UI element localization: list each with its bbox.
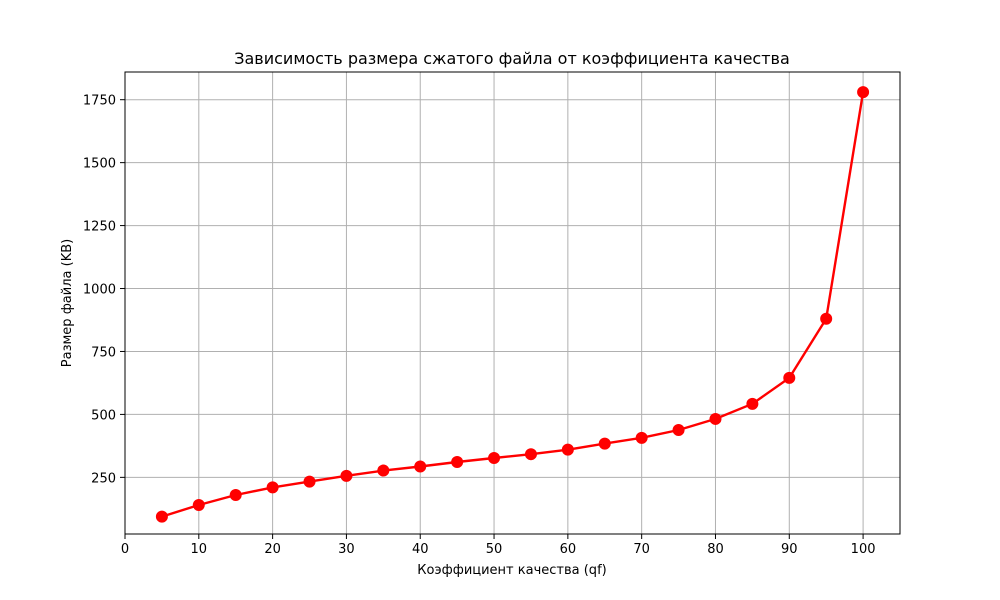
data-point xyxy=(672,424,685,437)
x-tick-label: 100 xyxy=(851,542,876,557)
data-point xyxy=(266,481,279,494)
y-axis-ticks: 250 500 750 1000 1250 1500 1750 xyxy=(83,94,125,486)
data-point xyxy=(303,475,316,488)
x-tick-label: 50 xyxy=(486,542,503,557)
data-point xyxy=(598,437,611,450)
y-tick-label: 1000 xyxy=(83,283,116,298)
series xyxy=(155,86,870,523)
y-tick-label: 750 xyxy=(91,345,116,360)
y-tick-label: 1250 xyxy=(83,220,116,235)
x-tick-label: 20 xyxy=(264,542,281,557)
series-line xyxy=(161,91,865,518)
y-tick-label: 250 xyxy=(91,471,116,486)
x-tick-label: 0 xyxy=(121,542,129,557)
data-point xyxy=(229,488,242,501)
data-point xyxy=(451,455,464,468)
x-tick-label: 30 xyxy=(338,542,355,557)
data-point xyxy=(746,397,759,410)
data-point xyxy=(340,469,353,482)
x-tick-label: 40 xyxy=(412,542,429,557)
x-tick-label: 80 xyxy=(707,542,724,557)
data-point xyxy=(783,371,796,384)
data-point xyxy=(820,312,833,325)
y-tick-label: 1750 xyxy=(83,94,116,109)
data-point xyxy=(155,510,168,523)
x-tick-label: 70 xyxy=(633,542,650,557)
x-tick-label: 10 xyxy=(191,542,208,557)
grid xyxy=(124,72,900,534)
plot-frame xyxy=(124,71,901,535)
chart-title: Зависимость размера сжатого файла от коэ… xyxy=(234,49,790,68)
data-point xyxy=(377,464,390,477)
x-axis-ticks: 0 10 20 30 40 50 60 70 80 90 100 xyxy=(121,534,876,557)
x-axis-label: Коэффициент качества (qf) xyxy=(417,563,606,578)
y-tick-label: 500 xyxy=(91,408,116,423)
data-point xyxy=(857,86,870,99)
data-point xyxy=(192,499,205,512)
data-point xyxy=(524,448,537,461)
x-tick-label: 60 xyxy=(560,542,577,557)
x-tick-label: 90 xyxy=(781,542,798,557)
y-tick-label: 1500 xyxy=(83,157,116,172)
data-point xyxy=(635,431,648,444)
y-axis-label: Размер файла (KB) xyxy=(60,239,75,367)
data-point xyxy=(561,443,574,456)
data-point xyxy=(709,412,722,425)
data-point xyxy=(488,451,501,464)
data-point xyxy=(414,460,427,473)
